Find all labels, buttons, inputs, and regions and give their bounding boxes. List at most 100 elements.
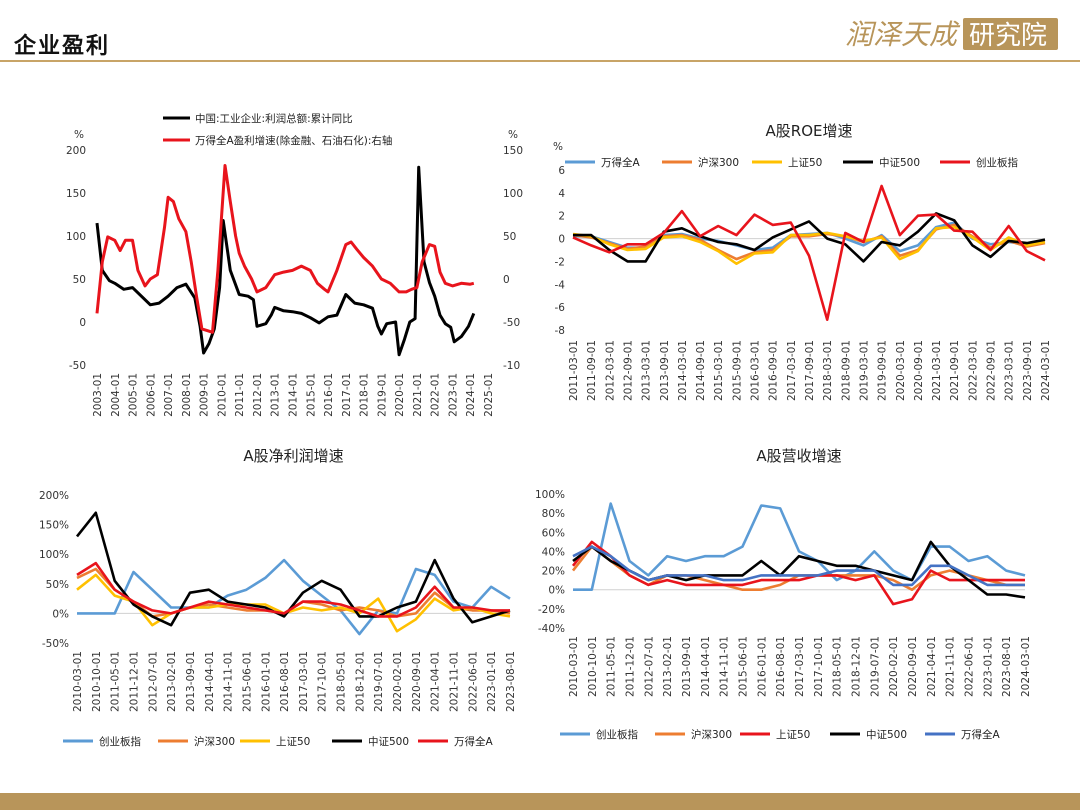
c1-xtick: 2015-01: [305, 373, 317, 417]
c1-ytick-left: 100: [66, 231, 86, 243]
c2-xtick: 2022-03-01: [967, 340, 979, 401]
c4-legend-label: 沪深300: [691, 728, 732, 741]
c3-series-line: [75, 511, 511, 627]
c4-xtick: 2021-11-01: [945, 636, 957, 697]
c1-xtick: 2004-01: [110, 373, 122, 417]
c1-ytick-right: -10: [503, 360, 520, 372]
c3-xtick: 2014-11-01: [223, 651, 235, 712]
c4-legend-label: 创业板指: [596, 728, 638, 741]
c2-legend-label: 沪深300: [698, 156, 739, 169]
c3-xtick: 2011-05-01: [110, 651, 122, 712]
c3-xtick: 2020-02-01: [392, 651, 404, 712]
c3-legend-label: 创业板指: [99, 735, 141, 748]
c1-legend-label: 中国:工业企业:利润总额:累计同比: [195, 112, 353, 125]
c2-xtick: 2011-03-01: [568, 340, 580, 401]
c3-ytick: 150%: [39, 520, 69, 532]
c3-xtick: 2021-04-01: [430, 651, 442, 712]
c1-xtick: 2021-01: [412, 373, 424, 417]
c3-xtick: 2013-02-01: [166, 651, 178, 712]
c3-ytick: -50%: [42, 638, 69, 650]
c4-xtick: 2020-09-01: [907, 636, 919, 697]
c3-ytick: 200%: [39, 490, 69, 502]
c4-xtick: 2023-08-01: [1001, 636, 1013, 697]
c3-xtick: 2022-06-01: [467, 651, 479, 712]
c1-xtick: 2024-01: [465, 373, 477, 417]
c2-xtick: 2021-03-01: [931, 340, 943, 401]
c1-xtick: 2003-01: [92, 373, 104, 417]
c4-xtick: 2016-01-01: [756, 636, 768, 697]
c3-ytick: 100%: [39, 549, 69, 561]
c4-xtick: 2013-09-01: [681, 636, 693, 697]
c2-xtick: 2013-09-01: [659, 340, 671, 401]
c4-xtick: 2019-07-01: [869, 636, 881, 697]
c2-xtick: 2012-03-01: [604, 340, 616, 401]
svg-text:研究院: 研究院: [969, 21, 1047, 51]
c4-xtick: 2021-04-01: [926, 636, 938, 697]
c1-xtick: 2005-01: [128, 373, 140, 417]
c4-xtick: 2018-12-01: [851, 636, 863, 697]
c2-legend-label: 万得全A: [601, 156, 640, 169]
c4-series-line: [573, 502, 1026, 591]
c3-xtick: 2011-12-01: [128, 651, 140, 712]
c2-series-line: [573, 212, 1046, 263]
c1-ytick-right: 150: [503, 145, 523, 157]
c3-xtick: 2018-05-01: [336, 651, 348, 712]
c1-xtick: 2018-01: [359, 373, 371, 417]
c4-ytick: 60%: [542, 527, 565, 539]
c2-series-line: [572, 184, 1046, 321]
c1-ylabel-left: %: [74, 129, 84, 141]
c4-series-line: [572, 545, 1025, 587]
c2-ytick: 0: [558, 234, 565, 246]
c1-xtick: 2007-01: [163, 373, 175, 417]
c4-xtick: 2011-05-01: [606, 636, 618, 697]
c3-legend-label: 中证500: [368, 735, 409, 748]
c4-ytick: 0%: [548, 585, 565, 597]
c1-xtick: 2006-01: [145, 373, 157, 417]
c4-legend-label: 上证50: [776, 729, 810, 741]
c4-ytick: 100%: [535, 489, 565, 501]
c1-xtick: 2023-01: [447, 373, 459, 417]
c2-xtick: 2011-09-01: [586, 340, 598, 401]
c3-xtick: 2013-09-01: [185, 651, 197, 712]
c1-ytick-right: 0: [503, 274, 510, 286]
c4-xtick: 2016-08-01: [775, 636, 787, 697]
c2-xtick: 2014-03-01: [677, 340, 689, 401]
c2-xtick: 2020-09-01: [913, 340, 925, 401]
c2-xtick: 2017-03-01: [786, 340, 798, 401]
c1-xtick: 2025-01: [483, 373, 495, 417]
c3-xtick: 2017-10-01: [317, 651, 329, 712]
c1-xtick: 2016-01: [323, 373, 335, 417]
c2-ytick: -4: [555, 279, 566, 291]
c4-xtick: 2015-06-01: [738, 636, 750, 697]
c4-ytick: -20%: [538, 604, 565, 616]
c3-legend-label: 沪深300: [194, 735, 235, 748]
c1-xtick: 2017-01: [341, 373, 353, 417]
c2-xtick: 2015-09-01: [731, 340, 743, 401]
c2-xtick: 2023-03-01: [1004, 340, 1016, 401]
c2-xtick: 2012-09-01: [622, 340, 634, 401]
c4-xtick: 2022-06-01: [964, 636, 976, 697]
c3-legend-label: 上证50: [276, 736, 310, 748]
c4-xtick: 2010-03-01: [568, 636, 580, 697]
c2-ylabel: %: [553, 141, 563, 153]
c2-xtick: 2020-03-01: [895, 340, 907, 401]
c1-series-line: [95, 164, 475, 334]
c2-xtick: 2024-03-01: [1040, 340, 1052, 401]
c3-xtick: 2019-07-01: [373, 651, 385, 712]
c1-ytick-right: 100: [503, 188, 523, 200]
c3-xtick: 2018-12-01: [354, 651, 366, 712]
c2-xtick: 2018-09-01: [840, 340, 852, 401]
c2-ytick: 2: [558, 211, 565, 223]
brand-logo: 润泽天成 研究院: [845, 14, 1060, 54]
c2-xtick: 2019-03-01: [858, 340, 870, 401]
c4-xtick: 2017-03-01: [794, 636, 806, 697]
c1-ytick-right: 50: [503, 231, 516, 243]
c4-xtick: 2010-10-01: [587, 636, 599, 697]
c3-xtick: 2016-01-01: [260, 651, 272, 712]
c4-xtick: 2023-01-01: [982, 636, 994, 697]
c3-ytick: 50%: [46, 579, 69, 591]
c1-ytick-left: -50: [69, 360, 86, 372]
c1-xtick: 2013-01: [270, 373, 282, 417]
c2-xtick: 2014-09-01: [695, 340, 707, 401]
